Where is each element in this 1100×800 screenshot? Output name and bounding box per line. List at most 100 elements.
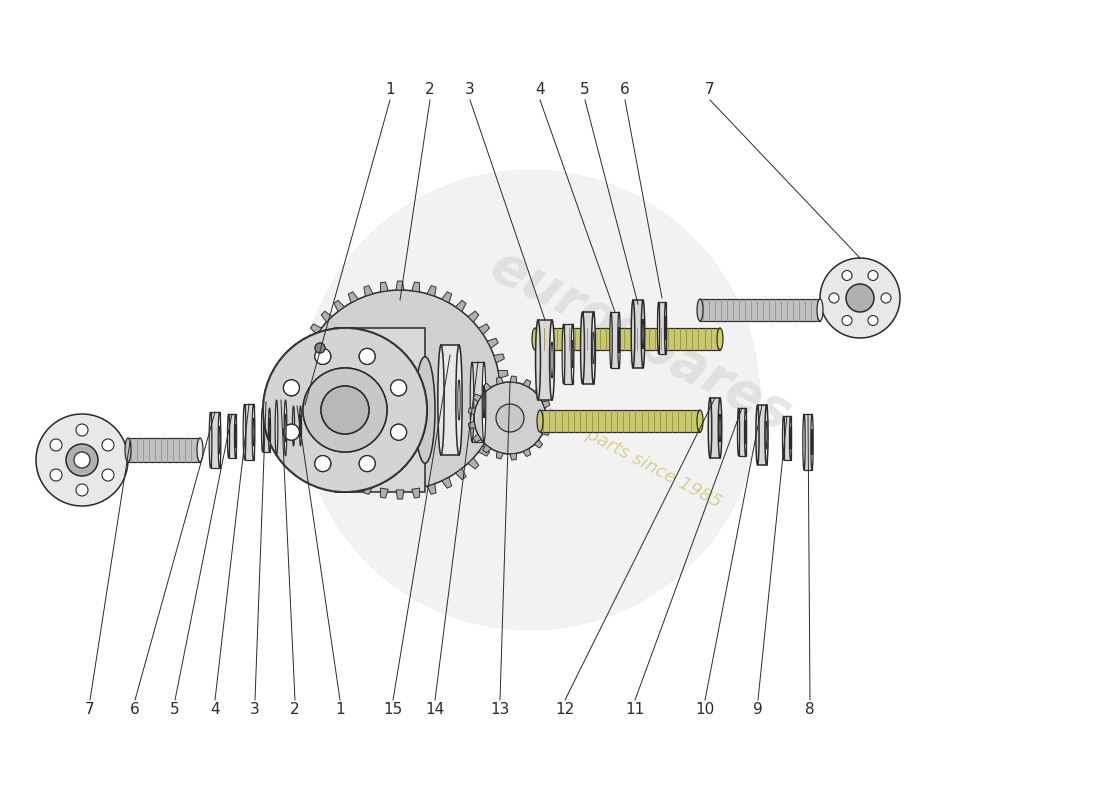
Polygon shape: [321, 458, 332, 469]
Ellipse shape: [293, 406, 295, 446]
Ellipse shape: [268, 408, 271, 452]
Ellipse shape: [252, 404, 255, 460]
Ellipse shape: [228, 414, 230, 458]
Circle shape: [302, 368, 387, 452]
Circle shape: [321, 386, 368, 434]
Ellipse shape: [817, 299, 823, 321]
Ellipse shape: [268, 418, 271, 442]
Ellipse shape: [253, 418, 254, 446]
Polygon shape: [321, 311, 332, 322]
Ellipse shape: [803, 414, 805, 470]
Polygon shape: [411, 282, 419, 292]
Polygon shape: [510, 454, 517, 460]
Polygon shape: [494, 354, 505, 363]
Text: 3: 3: [250, 702, 260, 718]
Polygon shape: [442, 478, 452, 488]
Polygon shape: [542, 428, 550, 435]
Polygon shape: [455, 300, 466, 311]
Ellipse shape: [593, 332, 594, 364]
Ellipse shape: [234, 414, 236, 458]
Polygon shape: [396, 490, 404, 499]
Polygon shape: [473, 394, 482, 402]
Circle shape: [284, 424, 299, 440]
Bar: [276, 400, 286, 456]
Ellipse shape: [718, 398, 722, 458]
Text: 5: 5: [580, 82, 590, 98]
Text: 14: 14: [426, 702, 444, 718]
Ellipse shape: [609, 312, 613, 368]
Ellipse shape: [458, 380, 460, 420]
Polygon shape: [455, 469, 466, 480]
Polygon shape: [442, 292, 452, 302]
Polygon shape: [381, 488, 388, 498]
Ellipse shape: [790, 416, 792, 460]
Ellipse shape: [197, 438, 204, 462]
Circle shape: [321, 386, 368, 434]
Bar: [804, 414, 812, 470]
Bar: [538, 320, 552, 400]
Circle shape: [842, 270, 852, 281]
Bar: [710, 398, 720, 458]
Ellipse shape: [299, 406, 301, 446]
Circle shape: [360, 349, 375, 365]
Text: 13: 13: [491, 702, 509, 718]
Circle shape: [300, 290, 500, 490]
Bar: [659, 302, 666, 354]
Ellipse shape: [470, 362, 474, 442]
Polygon shape: [487, 338, 498, 348]
Circle shape: [390, 380, 407, 396]
Polygon shape: [498, 370, 508, 378]
Circle shape: [284, 380, 299, 396]
Ellipse shape: [300, 415, 301, 437]
Ellipse shape: [125, 438, 131, 462]
Circle shape: [496, 404, 524, 432]
Polygon shape: [310, 324, 321, 334]
Bar: [472, 362, 484, 442]
Polygon shape: [292, 402, 301, 410]
Circle shape: [315, 343, 324, 353]
Text: 6: 6: [130, 702, 140, 718]
Ellipse shape: [664, 302, 667, 354]
Bar: [700, 299, 820, 321]
Text: eurospares: eurospares: [481, 238, 800, 442]
Polygon shape: [478, 446, 490, 456]
Circle shape: [300, 170, 760, 630]
Circle shape: [263, 328, 427, 492]
Polygon shape: [496, 451, 504, 459]
Bar: [758, 405, 767, 465]
Ellipse shape: [697, 299, 703, 321]
Ellipse shape: [438, 345, 444, 455]
Text: 1: 1: [336, 702, 344, 718]
Circle shape: [36, 414, 128, 506]
Text: 12: 12: [556, 702, 574, 718]
Text: 2: 2: [426, 82, 434, 98]
Ellipse shape: [284, 400, 287, 456]
Circle shape: [360, 455, 375, 471]
Bar: [632, 300, 644, 368]
Ellipse shape: [697, 410, 703, 432]
Text: 8: 8: [805, 702, 815, 718]
Polygon shape: [469, 422, 475, 428]
Ellipse shape: [717, 328, 723, 350]
Circle shape: [50, 439, 62, 451]
Polygon shape: [494, 417, 505, 426]
Bar: [610, 312, 619, 368]
Polygon shape: [535, 388, 542, 396]
Polygon shape: [469, 408, 475, 414]
Bar: [244, 404, 253, 460]
Bar: [583, 312, 594, 384]
Text: 7: 7: [705, 82, 715, 98]
Polygon shape: [292, 370, 301, 378]
Ellipse shape: [764, 405, 768, 465]
Polygon shape: [478, 324, 490, 334]
Circle shape: [842, 315, 852, 326]
Circle shape: [846, 284, 874, 312]
Text: 4: 4: [210, 702, 220, 718]
Polygon shape: [522, 379, 531, 387]
Polygon shape: [292, 386, 300, 394]
Ellipse shape: [415, 357, 434, 463]
Ellipse shape: [618, 327, 619, 353]
Ellipse shape: [812, 429, 813, 455]
Text: a passion for parts since 1985: a passion for parts since 1985: [475, 368, 724, 512]
Ellipse shape: [571, 324, 574, 384]
